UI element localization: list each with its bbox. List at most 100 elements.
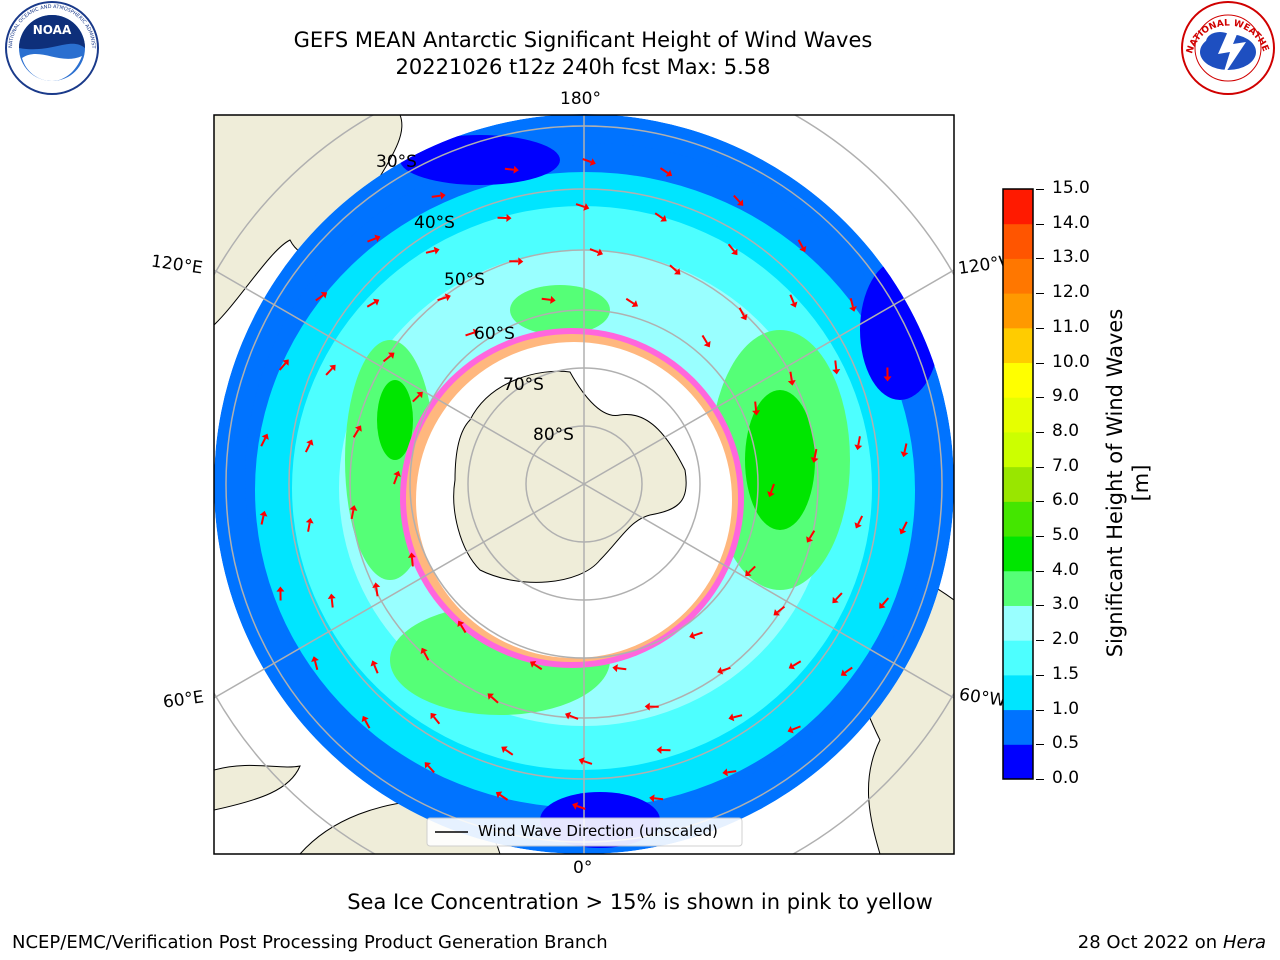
lon-label-0: 0°	[573, 858, 593, 878]
wave-arrow-shaft	[412, 394, 420, 403]
wave-arrow-shaft	[769, 483, 775, 493]
wave-arrow-shaft	[352, 429, 360, 438]
wave-arrow-head	[487, 693, 494, 700]
colorbar-tick-label: 0.5	[1052, 733, 1080, 754]
colorbar-tick-label: 12.0	[1052, 282, 1090, 303]
wave-arrow-head	[656, 745, 662, 754]
wave-arrow-head	[572, 802, 579, 810]
wave-arrow-shaft	[373, 664, 379, 674]
wind-wave-arrows	[259, 158, 909, 810]
wave-arrow-head	[372, 582, 381, 588]
wave-arrow-head	[320, 292, 328, 299]
wave-arrow-head	[349, 505, 358, 511]
wave-arrow-head	[416, 391, 423, 399]
band-0.0-0.5-north	[400, 135, 560, 185]
colorbar-tick-mark	[1036, 570, 1044, 572]
wave-arrow-head	[854, 522, 862, 529]
wave-arrow-shaft	[789, 294, 795, 304]
wave-arrow-shaft	[423, 651, 430, 661]
colorbar-tick-mark	[1036, 709, 1044, 711]
wave-arrow-head	[550, 295, 556, 304]
colorbar-tick-mark	[1036, 223, 1044, 225]
wave-arrow-head	[564, 711, 572, 720]
colorbar-swatch	[1003, 466, 1033, 502]
wave-arrow-head	[631, 300, 639, 308]
lat-label-70s: 70°S	[503, 375, 544, 395]
wave-arrow-head	[259, 510, 268, 517]
lon-label-180: 180°	[560, 89, 601, 109]
colorbar-swatch	[1003, 605, 1033, 641]
footer-date-text: 28 Oct 2022 on	[1077, 932, 1218, 953]
wave-arrow-shaft	[738, 307, 745, 317]
colorbar-tick-mark	[1036, 640, 1044, 642]
legend-label: Wind Wave Direction (unscaled)	[478, 822, 718, 840]
wave-arrow-head	[660, 215, 667, 222]
wave-arrow-head	[736, 199, 744, 206]
wave-arrow-head	[444, 293, 451, 302]
wave-arrow-head	[644, 702, 650, 711]
wave-arrow-shaft	[425, 249, 435, 254]
wave-arrow-shaft	[733, 194, 741, 203]
wave-arrow-shaft	[504, 748, 514, 756]
wave-arrow-shaft	[533, 663, 543, 671]
wave-arrow-shaft	[499, 794, 509, 801]
colorbar-tick-mark	[1036, 293, 1044, 295]
wave-arrow-shaft	[791, 725, 801, 731]
wave-arrow-head	[433, 246, 440, 255]
wave-arrow-head	[589, 158, 596, 166]
wave-arrow-head	[810, 457, 819, 463]
wave-arrow-shaft	[654, 797, 664, 801]
wave-arrow-head	[790, 301, 798, 308]
wave-arrow-shaft	[881, 597, 890, 606]
colorbar-tick-label: 3.0	[1052, 594, 1080, 615]
colorbar-tick-mark	[1036, 536, 1044, 538]
colorbar-swatch	[1003, 709, 1033, 745]
colorbar-tick-mark	[1036, 258, 1044, 260]
wave-arrow-shaft	[625, 297, 635, 305]
wave-arrow-shaft	[903, 443, 908, 453]
wave-arrow-shaft	[776, 605, 786, 614]
colorbar-tick-label: 10.0	[1052, 351, 1090, 372]
colorbar-swatch	[1003, 431, 1033, 468]
wave-arrow-shaft	[844, 666, 853, 674]
nws-logo: NATIONAL WEATHER SERVICE	[1176, 0, 1275, 95]
colorbar-swatch	[1003, 570, 1033, 606]
wave-arrow-head	[840, 669, 848, 676]
colorbar-tick-label: 1.5	[1052, 663, 1080, 684]
wave-arrow-head	[407, 552, 416, 558]
wave-arrow-shaft	[582, 158, 592, 163]
wave-arrow-head	[372, 298, 380, 306]
wave-arrow-shaft	[504, 167, 514, 171]
chart-subtitle: 20221026 t12z 240h fcst Max: 5.58	[395, 55, 771, 79]
wave-arrow-head	[773, 609, 780, 616]
colorbar-tick-label: 5.0	[1052, 525, 1080, 546]
wave-arrow-head	[424, 762, 432, 769]
wave-arrow-shaft	[727, 770, 737, 774]
colorbar-swatch	[1003, 501, 1033, 537]
colorbar-tick-label: 9.0	[1052, 386, 1080, 407]
wave-arrow-shaft	[459, 624, 467, 634]
colorbar-tick-mark	[1036, 744, 1044, 746]
lon-gridlines	[214, 115, 954, 854]
colorbar-swatch	[1003, 397, 1033, 433]
wave-arrow-head	[788, 662, 796, 670]
wave-arrow-head	[506, 214, 512, 223]
colorbar-tick-mark	[1036, 501, 1044, 503]
wave-arrow-shaft	[315, 294, 324, 302]
colorbar-tick-label: 8.0	[1052, 420, 1080, 441]
wave-arrow-head	[282, 359, 289, 366]
colorbar-swatch	[1003, 189, 1033, 225]
wave-arrow-shaft	[437, 296, 447, 302]
wave-arrow-head	[583, 203, 590, 211]
wave-arrow-head	[327, 593, 336, 599]
sea-ice-caption: Sea Ice Concentration > 15% is shown in …	[347, 890, 933, 914]
wave-arrow-shaft	[849, 298, 854, 308]
colorbar-tick-label: 1.0	[1052, 698, 1080, 719]
colorbar-tick-label: 4.0	[1052, 559, 1080, 580]
wave-arrow-shaft	[431, 194, 441, 198]
wave-arrow-shaft	[569, 714, 579, 720]
wave-arrow-shaft	[364, 719, 371, 729]
wave-arrow-head	[883, 376, 892, 382]
colorbar-swatch	[1003, 640, 1033, 676]
